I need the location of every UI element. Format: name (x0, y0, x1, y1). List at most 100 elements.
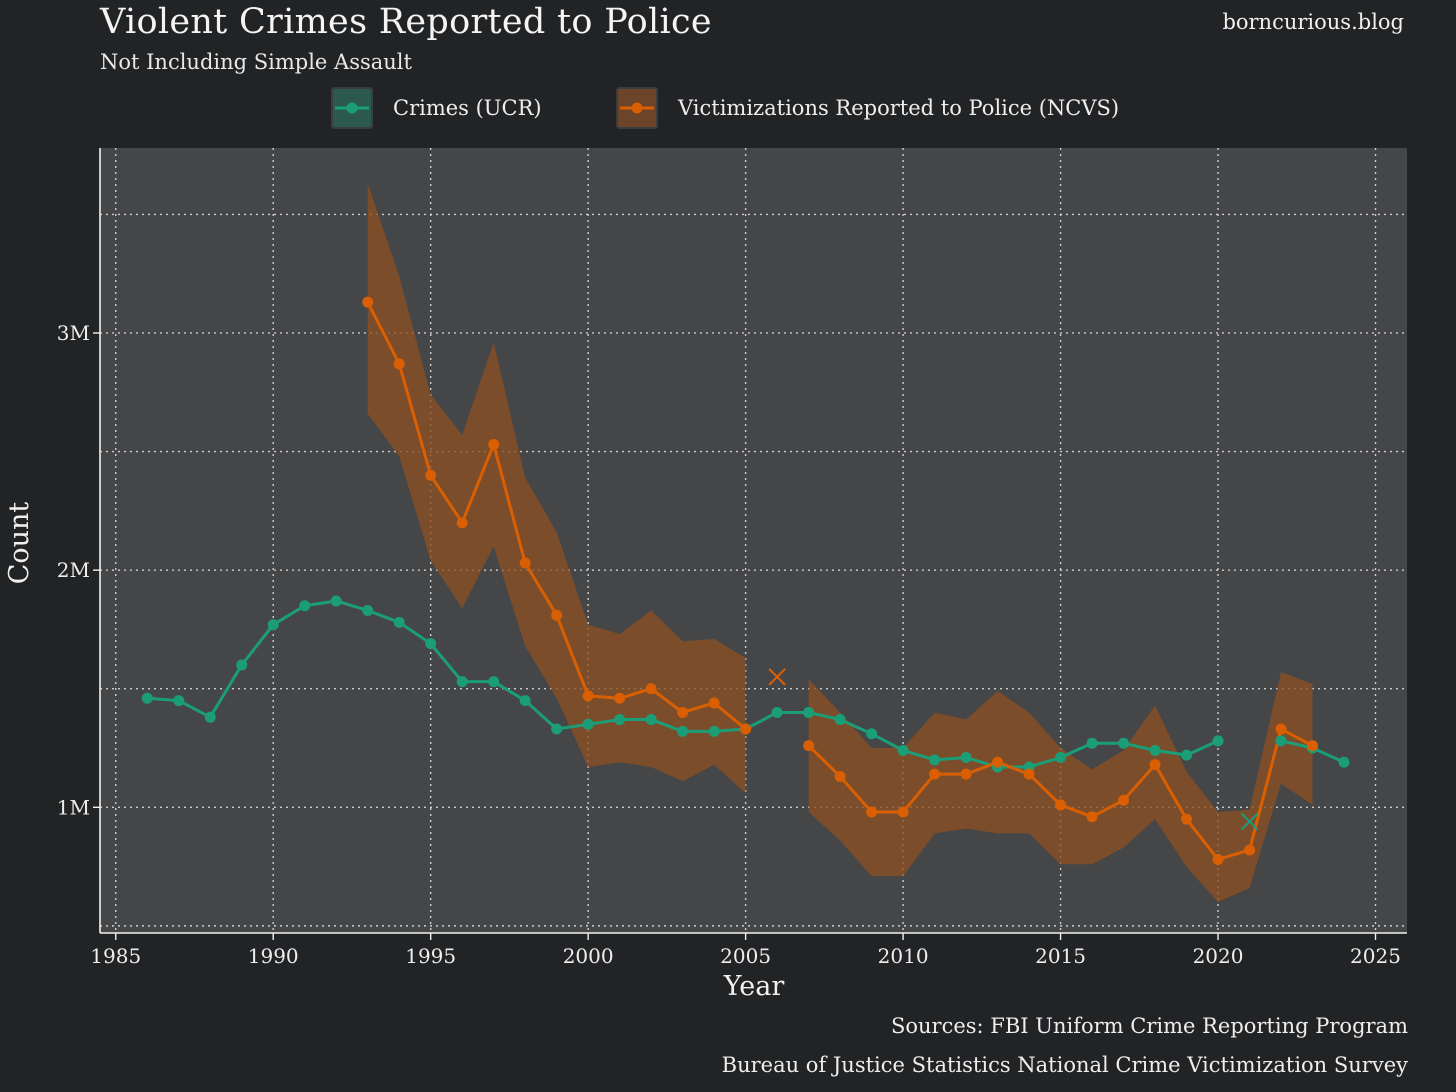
point-ncvs-2003 (677, 706, 689, 718)
x-tick-label-2005: 2005 (720, 944, 771, 968)
gridlines (100, 148, 1407, 933)
point-ncvs-2011 (929, 768, 941, 780)
point-ncvs-2002 (645, 683, 657, 695)
point-ucr-2015 (1055, 752, 1067, 764)
x-tick-label-1985: 1985 (90, 944, 141, 968)
y-tick-label-2M: 2M (57, 558, 90, 582)
point-ucr-1997 (488, 676, 500, 688)
marker-x-ucr-2021 (1240, 812, 1259, 831)
chart-title: Violent Crimes Reported to Police (100, 2, 712, 42)
x-tick-label-2025: 2025 (1350, 944, 1401, 968)
point-ucr-2020 (1212, 735, 1224, 747)
source-line-1: Sources: FBI Uniform Crime Reporting Pro… (891, 1014, 1408, 1038)
point-ncvs-2015 (1055, 799, 1067, 811)
chart: 1985 1990 1995 2000 2005 2010 2015 2020 2025 1M 2M… (4, 148, 1407, 1002)
point-ucr-2008 (834, 714, 846, 726)
point-ncvs-2018 (1149, 759, 1161, 771)
point-ucr-2010 (897, 744, 909, 756)
ci-band-ncvs-2 (808, 672, 1313, 903)
point-ncvs-1996 (456, 517, 468, 529)
point-ncvs-1995 (425, 469, 437, 481)
point-ncvs-2005 (740, 723, 752, 735)
x-tick-label-2015: 2015 (1035, 944, 1086, 968)
legend-label-ncvs: Victimizations Reported to Police (NCVS) (678, 96, 1120, 120)
point-ncvs-2017 (1118, 794, 1130, 806)
point-ncvs-1993 (362, 296, 374, 308)
point-ucr-2003 (677, 725, 689, 737)
x-tick-label-1990: 1990 (248, 944, 299, 968)
marker-x-ncvs-2006 (768, 668, 786, 686)
point-ucr-2018 (1149, 744, 1161, 756)
point-ucr-1989 (236, 659, 248, 671)
y-tick-label-1M: 1M (57, 795, 90, 819)
chart-subtitle: Not Including Simple Assault (100, 50, 412, 74)
point-ncvs-2000 (582, 690, 594, 702)
x-tick-label-1995: 1995 (405, 944, 456, 968)
point-ncvs-1994 (393, 358, 405, 370)
point-ncvs-2023 (1307, 740, 1319, 752)
legend-key-ucr (331, 87, 373, 129)
point-ucr-1995 (425, 638, 437, 650)
point-ucr-1986 (141, 692, 153, 704)
source-line-2: Bureau of Justice Statistics National Cr… (721, 1053, 1408, 1077)
point-ncvs-1998 (519, 557, 531, 569)
point-ncvs-2019 (1181, 813, 1193, 825)
legend: Crimes (UCR) Victimizations Reported to … (0, 86, 1456, 130)
point-ucr-1998 (519, 695, 531, 707)
point-ncvs-2016 (1086, 811, 1098, 823)
x-tick-label-2020: 2020 (1193, 944, 1244, 968)
x-tick-label-2000: 2000 (563, 944, 614, 968)
point-ucr-2000 (582, 718, 594, 730)
point-ucr-1987 (173, 695, 185, 707)
point-ncvs-2014 (1023, 768, 1035, 780)
point-ncvs-2008 (834, 770, 846, 782)
point-ucr-2002 (645, 714, 657, 726)
point-ucr-2006 (771, 706, 783, 718)
point-ucr-2017 (1118, 737, 1130, 749)
point-ncvs-1999 (551, 609, 563, 621)
point-ucr-1988 (204, 711, 216, 723)
point-ncvs-2001 (614, 692, 626, 704)
series-points (141, 296, 1350, 865)
point-ucr-1996 (456, 676, 468, 688)
point-ncvs-2013 (992, 756, 1004, 768)
point-ncvs-2004 (708, 697, 720, 709)
ci-band-ncvs-1 (367, 183, 746, 794)
point-ucr-1993 (362, 604, 374, 616)
point-ucr-2004 (708, 725, 720, 737)
point-ucr-2019 (1181, 749, 1193, 761)
point-ucr-2012 (960, 752, 972, 764)
point-ucr-2024 (1338, 756, 1350, 768)
point-ucr-1994 (393, 616, 405, 628)
x-axis-label: Year (723, 971, 785, 1002)
confidence-bands (367, 183, 1313, 903)
legend-key-ncvs (616, 87, 658, 129)
point-ucr-2009 (866, 728, 878, 740)
point-ucr-1992 (330, 595, 342, 607)
point-ncvs-2009 (866, 806, 878, 818)
legend-item-ucr[interactable]: Crimes (UCR) (331, 86, 542, 130)
point-ucr-1991 (299, 600, 311, 612)
point-ncvs-1997 (488, 438, 500, 450)
point-ncvs-2010 (897, 806, 909, 818)
x-tick-label-2010: 2010 (878, 944, 929, 968)
tick-labels: 1985 1990 1995 2000 2005 2010 2015 2020 2025 1M 2M… (57, 321, 1401, 968)
point-ncvs-2007 (803, 740, 815, 752)
point-ucr-1999 (551, 723, 563, 735)
legend-label-ucr: Crimes (UCR) (393, 96, 542, 120)
axes (93, 148, 1407, 940)
site-name[interactable]: borncurious.blog (1222, 10, 1404, 34)
point-ucr-2011 (929, 754, 941, 766)
point-ucr-1990 (267, 619, 279, 631)
point-ucr-2007 (803, 706, 815, 718)
point-ncvs-2020 (1212, 853, 1224, 865)
point-ncvs-2012 (960, 768, 972, 780)
legend-item-ncvs[interactable]: Victimizations Reported to Police (NCVS) (616, 86, 1119, 130)
point-ucr-2001 (614, 714, 626, 726)
point-ucr-2022 (1275, 735, 1287, 747)
y-tick-label-3M: 3M (57, 321, 90, 345)
point-ncvs-2022 (1275, 723, 1287, 735)
point-ucr-2016 (1086, 737, 1098, 749)
y-axis-label: Count (4, 502, 35, 585)
point-ncvs-2021 (1244, 844, 1256, 856)
